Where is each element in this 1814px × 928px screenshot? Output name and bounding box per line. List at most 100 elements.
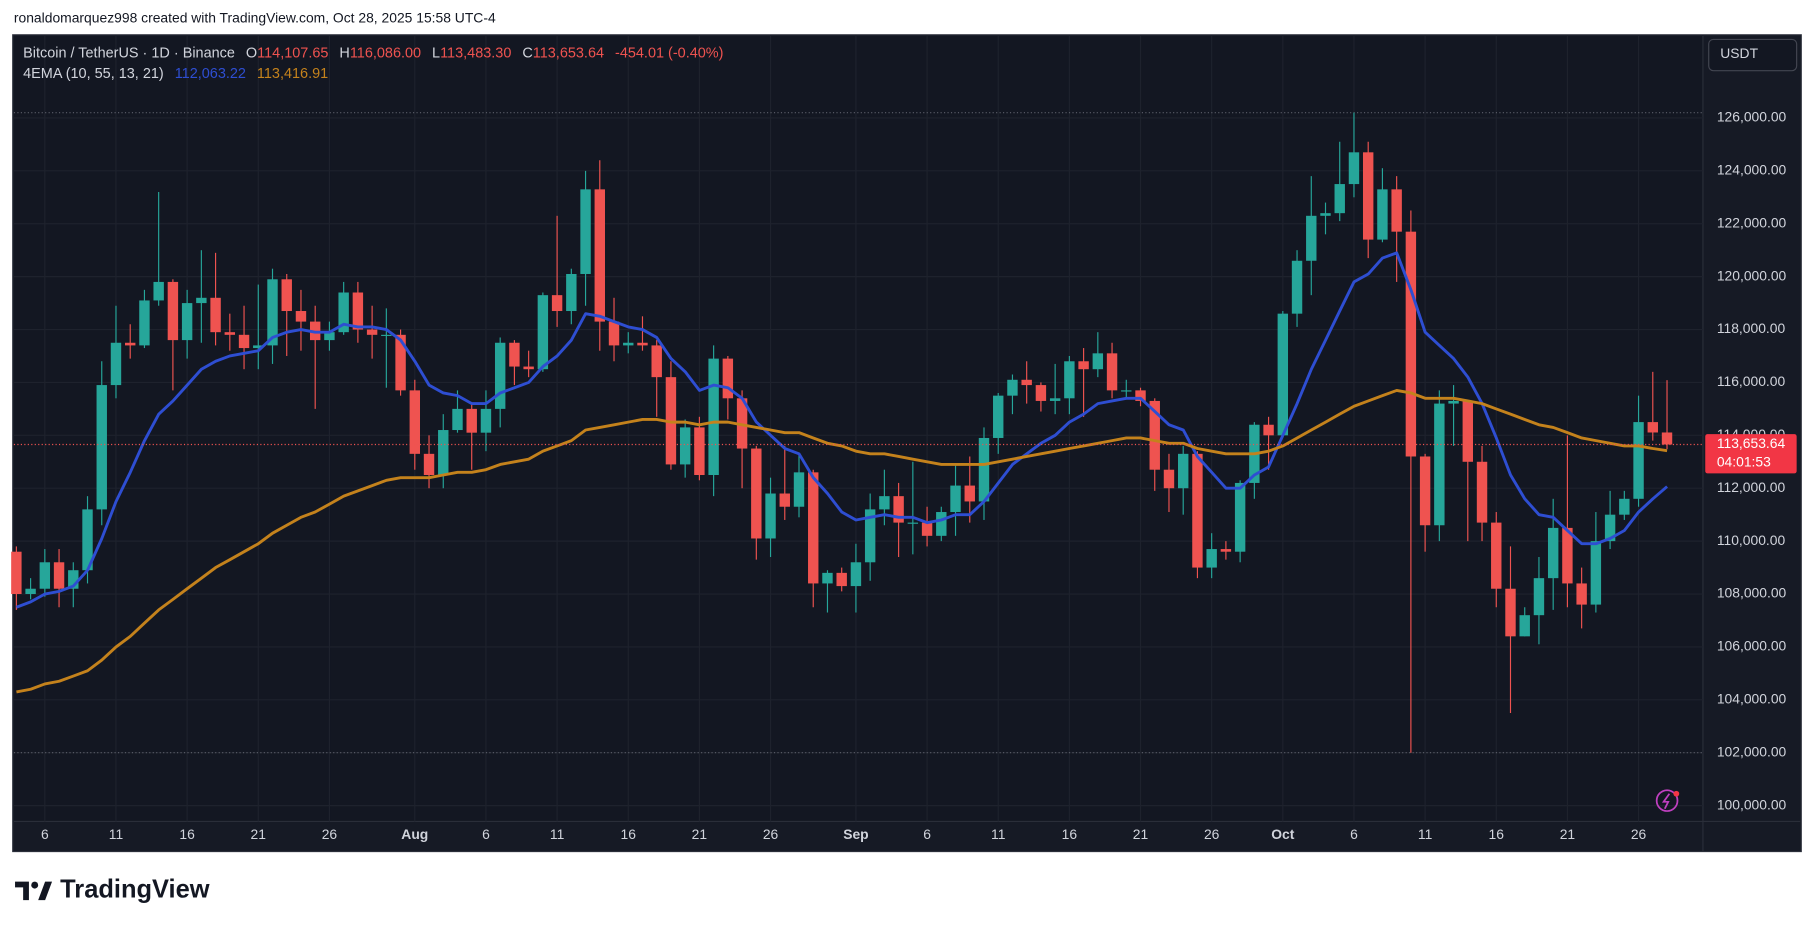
candle-body <box>509 342 520 367</box>
candle-body <box>679 427 691 465</box>
last-price-tag <box>1705 434 1797 474</box>
low-value: 113,483.30 <box>440 45 511 61</box>
candle-body <box>623 342 634 346</box>
ema-line <box>15 251 1669 609</box>
alert-icon-bolt <box>1661 793 1671 810</box>
open-label: O <box>246 45 257 61</box>
logo-text: TradingView <box>60 876 210 904</box>
candle-body <box>224 332 236 335</box>
candle-body <box>324 332 335 341</box>
candle-body <box>466 408 477 433</box>
candle-body <box>1491 522 1502 589</box>
y-tick-label: 120,000.00 <box>1717 267 1787 283</box>
candle-body <box>1334 184 1345 214</box>
candle-body <box>993 395 1004 438</box>
candle-body <box>338 292 349 333</box>
low-label: L <box>432 45 440 61</box>
candle-body <box>580 189 591 274</box>
candle-body <box>238 334 250 349</box>
candle-body <box>893 496 904 523</box>
candle-body <box>1135 390 1146 401</box>
candle-body <box>1547 527 1559 579</box>
candle-body <box>1106 353 1118 391</box>
candle-body <box>1391 189 1402 232</box>
candle-body <box>779 493 790 507</box>
logo-icon <box>15 881 53 901</box>
x-tick-label: 11 <box>991 826 1006 842</box>
ema-line <box>16 388 1668 694</box>
candle-body <box>1035 385 1047 401</box>
candle-body <box>1362 152 1374 240</box>
y-tick-label: 116,000.00 <box>1717 373 1786 389</box>
candle-body <box>1348 152 1360 185</box>
candle-body <box>53 562 65 589</box>
candle-body <box>1206 549 1217 568</box>
close-label: C <box>522 45 532 61</box>
x-tick-label: Sep <box>843 826 868 842</box>
close-value: 113,653.64 <box>533 45 604 61</box>
x-tick-label: 11 <box>550 826 565 842</box>
header: Bitcoin / TetherUS · 1D · Binance O114,1… <box>23 45 723 61</box>
candle-body <box>210 297 221 333</box>
candle-body <box>167 281 179 341</box>
candle-body <box>1505 588 1516 637</box>
candle-body <box>1633 422 1644 499</box>
candle-body <box>25 588 36 595</box>
indicator-legend: 4EMA (10, 55, 13, 21) 112,063.22 113,416… <box>23 66 328 82</box>
candle-body <box>1078 361 1089 370</box>
x-tick-label: 21 <box>251 826 267 842</box>
candle-body <box>1405 231 1417 457</box>
ema-slow-value: 113,416.91 <box>257 66 328 82</box>
y-tick-label: 110,000.00 <box>1717 532 1786 548</box>
x-tick-label: 11 <box>109 826 124 842</box>
candle-body <box>409 390 421 454</box>
x-tick-label: 21 <box>1133 826 1149 842</box>
candle-body <box>850 562 862 587</box>
alert-icon[interactable] <box>1655 789 1679 812</box>
author-line: ronaldomarquez998 created with TradingVi… <box>14 9 496 25</box>
candle-body <box>1220 549 1232 552</box>
candle-body <box>1619 498 1630 515</box>
candle-body <box>523 366 534 370</box>
countdown-label: 04:01:53 <box>1717 454 1771 470</box>
candle-body <box>267 279 278 346</box>
x-tick-label: 26 <box>322 826 338 842</box>
candle-body <box>879 496 890 510</box>
candle-body <box>551 295 563 312</box>
high-label: H <box>339 45 349 61</box>
marks <box>11 112 1673 753</box>
candle-body <box>68 570 79 589</box>
candle-body <box>423 453 435 476</box>
candle-body <box>366 329 378 335</box>
currency-button[interactable] <box>1708 38 1798 72</box>
candle-body <box>82 509 93 571</box>
logo-shape <box>31 881 39 889</box>
candle-body <box>808 472 819 584</box>
candle-body <box>110 342 122 386</box>
candle-body <box>381 334 392 336</box>
logo-shape <box>15 881 29 901</box>
candle-body <box>822 572 833 584</box>
y-tick-label: 118,000.00 <box>1717 320 1786 336</box>
logo-shape <box>38 881 53 901</box>
x-tick-label: 16 <box>1062 826 1078 842</box>
candle-body <box>1576 583 1587 605</box>
candle-body <box>608 321 620 346</box>
candle-body <box>1419 456 1431 526</box>
plot-area <box>13 35 1703 822</box>
candle-body <box>964 485 975 502</box>
candle-body <box>253 345 264 349</box>
y-tick-label: 112,000.00 <box>1717 479 1786 495</box>
candle-body <box>1277 313 1289 436</box>
y-tick-label: 108,000.00 <box>1717 585 1787 601</box>
candle-body <box>1519 615 1530 637</box>
y-tick-label: 126,000.00 <box>1717 109 1787 125</box>
candle-body <box>1064 361 1075 399</box>
x-tick-label: 16 <box>621 826 637 842</box>
candle-body <box>1163 469 1175 489</box>
x-tick-label: 16 <box>1489 826 1505 842</box>
candle-body <box>921 522 933 536</box>
y-tick-label: 104,000.00 <box>1717 690 1787 706</box>
